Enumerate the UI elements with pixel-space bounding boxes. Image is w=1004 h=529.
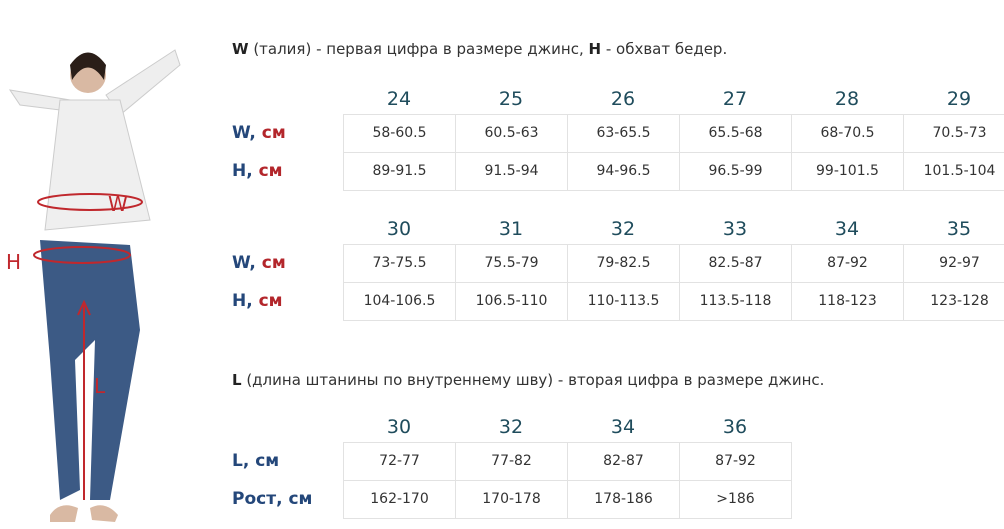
row-label: W, см [232, 244, 286, 282]
column-header: 32 [610, 218, 636, 240]
waist-hip-description: W (талия) - первая цифра в размере джинс… [232, 40, 727, 58]
h-marker-label: H [6, 250, 22, 274]
table-cell: 63-65.5 [567, 114, 680, 153]
row-label-unit: см [282, 489, 313, 509]
column-header: 25 [498, 88, 524, 110]
row-label-unit: см [252, 291, 283, 311]
row-label: H, см [232, 152, 283, 190]
model-figure-illustration [8, 49, 181, 522]
table-cell: 162-170 [343, 480, 456, 519]
table-cell: 70.5-73 [903, 114, 1004, 153]
column-header: 24 [386, 88, 412, 110]
table-cell: 77-82 [455, 442, 568, 481]
column-header: 33 [722, 218, 748, 240]
table-cell: 104-106.5 [343, 282, 456, 321]
table-cell: 82.5-87 [679, 244, 792, 283]
row-label-unit: см [255, 253, 286, 273]
table-cell: 106.5-110 [455, 282, 568, 321]
table-cell: 110-113.5 [567, 282, 680, 321]
table-cell: 87-92 [679, 442, 792, 481]
table-cell: 91.5-94 [455, 152, 568, 191]
row-label-name: H, [232, 291, 253, 311]
column-header: 36 [722, 416, 748, 438]
row-label-name: Рост, [232, 489, 283, 509]
row-label: L, см [232, 442, 279, 480]
h-letter: H [588, 40, 602, 58]
row-label-name: W, [232, 253, 256, 273]
h-text: - обхват бедер. [601, 40, 728, 58]
table-cell: 96.5-99 [679, 152, 792, 191]
table-cell: 73-75.5 [343, 244, 456, 283]
l-letter: L [232, 371, 242, 389]
table-cell: 87-92 [791, 244, 904, 283]
length-description: L (длина штанины по внутреннему шву) - в… [232, 371, 824, 389]
table-cell: 65.5-68 [679, 114, 792, 153]
row-label: W, см [232, 114, 286, 152]
table-cell: 118-123 [791, 282, 904, 321]
row-label: H, см [232, 282, 283, 320]
column-header: 29 [946, 88, 972, 110]
column-header: 30 [386, 416, 412, 438]
w-text: (талия) - первая цифра в размере джинс, [248, 40, 589, 58]
table-cell: 82-87 [567, 442, 680, 481]
table-cell: 123-128 [903, 282, 1004, 321]
table-cell: 99-101.5 [791, 152, 904, 191]
table-cell: >186 [679, 480, 792, 519]
table-cell: 94-96.5 [567, 152, 680, 191]
table-cell: 58-60.5 [343, 114, 456, 153]
w-marker-label: W [108, 192, 128, 216]
w-letter: W [232, 40, 249, 58]
column-header: 31 [498, 218, 524, 240]
table-cell: 170-178 [455, 480, 568, 519]
l-marker-label: L [94, 374, 106, 398]
row-label-name: W, [232, 123, 256, 143]
row-label-unit: см [252, 161, 283, 181]
table-cell: 89-91.5 [343, 152, 456, 191]
column-header: 34 [610, 416, 636, 438]
column-header: 34 [834, 218, 860, 240]
row-label-name: H, [232, 161, 253, 181]
table-cell: 72-77 [343, 442, 456, 481]
table-cell: 101.5-104 [903, 152, 1004, 191]
column-header: 32 [498, 416, 524, 438]
row-label-unit: см [255, 123, 286, 143]
table-cell: 68-70.5 [791, 114, 904, 153]
column-header: 26 [610, 88, 636, 110]
table-cell: 92-97 [903, 244, 1004, 283]
column-header: 27 [722, 88, 748, 110]
column-header: 35 [946, 218, 972, 240]
table-cell: 79-82.5 [567, 244, 680, 283]
column-header: 28 [834, 88, 860, 110]
table-cell: 113.5-118 [679, 282, 792, 321]
column-header: 30 [386, 218, 412, 240]
row-label: Рост, см [232, 480, 312, 518]
table-cell: 60.5-63 [455, 114, 568, 153]
table-cell: 178-186 [567, 480, 680, 519]
row-label-unit: см [249, 451, 280, 471]
table-cell: 75.5-79 [455, 244, 568, 283]
row-label-name: L, [232, 451, 250, 471]
l-text: (длина штанины по внутреннему шву) - вто… [241, 371, 825, 389]
